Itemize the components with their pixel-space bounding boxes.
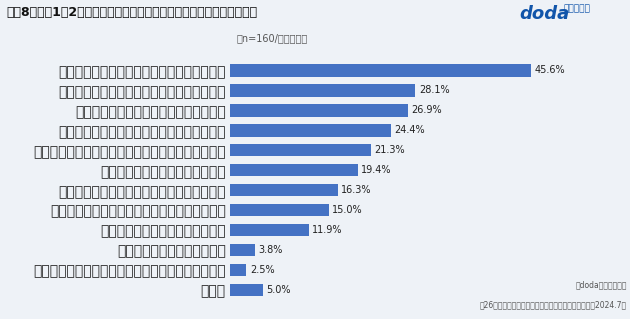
Text: 11.9%: 11.9% [312, 225, 342, 235]
Text: 「dodaキャンパス」: 「dodaキャンパス」 [575, 281, 627, 290]
Text: 「26卒インターンシップ、就活に関する実態調査」（2024.7）: 「26卒インターンシップ、就活に関する実態調査」（2024.7） [479, 300, 627, 309]
Text: 28.1%: 28.1% [419, 85, 449, 95]
Text: 【図8】大学1，2年時に「将来のキャリア」を意識した活動経験の有無: 【図8】大学1，2年時に「将来のキャリア」を意識した活動経験の有無 [6, 6, 258, 19]
Bar [230, 164, 358, 176]
Text: （n=160/複数回答）: （n=160/複数回答） [236, 33, 307, 43]
Text: 2.5%: 2.5% [249, 265, 275, 275]
Text: 15.0%: 15.0% [332, 205, 363, 215]
Bar [230, 244, 255, 256]
Bar [230, 224, 309, 236]
Bar [230, 64, 531, 77]
Text: doda: doda [520, 5, 570, 23]
Bar [230, 84, 416, 97]
Text: 26.9%: 26.9% [411, 105, 442, 115]
Text: 19.4%: 19.4% [362, 165, 392, 175]
Text: 3.8%: 3.8% [258, 245, 283, 255]
Text: 24.4%: 24.4% [394, 125, 425, 135]
Bar [230, 204, 329, 216]
Text: キャンパス: キャンパス [564, 5, 591, 14]
Bar [230, 184, 338, 197]
Text: 21.3%: 21.3% [374, 145, 404, 155]
Bar [230, 284, 263, 296]
Text: 45.6%: 45.6% [534, 65, 565, 75]
Bar [230, 264, 246, 276]
Bar [230, 104, 408, 116]
Bar [230, 124, 391, 137]
Bar [230, 144, 370, 157]
Text: 16.3%: 16.3% [341, 185, 371, 195]
Text: 5.0%: 5.0% [266, 285, 291, 295]
